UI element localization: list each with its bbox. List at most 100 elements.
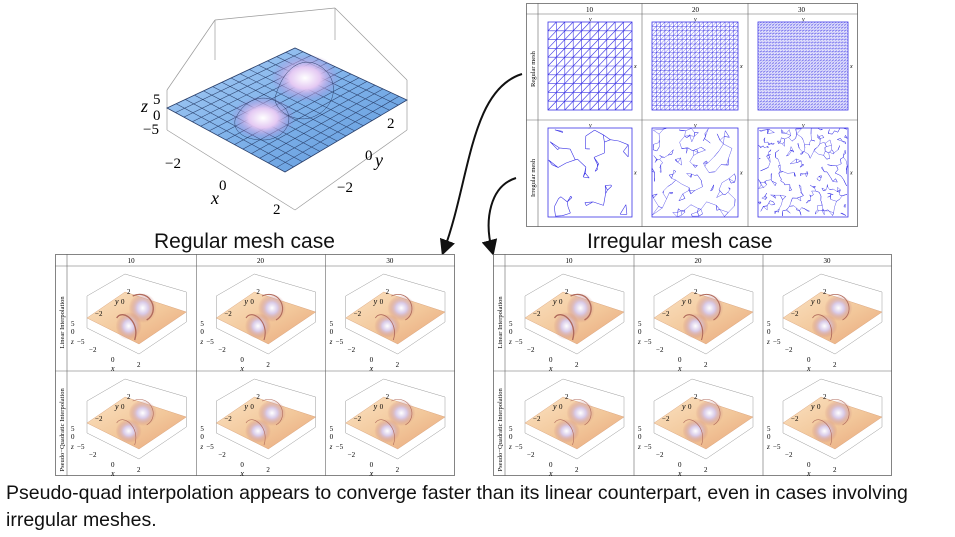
mesh-row-header: Irregular mesh: [530, 158, 537, 197]
result-x-tick: 2: [137, 466, 141, 474]
result-x-tick: −2: [656, 346, 664, 354]
result-z-tick: 0: [200, 328, 204, 336]
result-z-tick: 5: [638, 320, 642, 328]
mesh-col-header: 20: [692, 6, 700, 14]
surface-z-tick: 5: [153, 92, 161, 108]
result-y-label: y: [373, 402, 378, 411]
result-y-label: y: [243, 402, 248, 411]
result-x-tick: 0: [111, 356, 115, 364]
mesh-col-header: 10: [586, 6, 594, 14]
result-z-tick: 0: [200, 433, 204, 441]
result-row-header: Linear Interpolation: [497, 296, 504, 349]
result-y-tick: 2: [386, 393, 390, 401]
surface-peak-upper: [271, 54, 339, 102]
result-x-label: x: [806, 469, 811, 476]
result-y-label: y: [114, 297, 119, 306]
result-z-label: z: [70, 338, 74, 346]
result-y-tick: −2: [662, 415, 670, 423]
arrow-to-regular: [439, 73, 523, 256]
result-y-label: y: [114, 402, 119, 411]
result-z-tick: 0: [509, 433, 513, 441]
result-x-label: x: [239, 469, 244, 476]
result-z-label: z: [766, 338, 770, 346]
result-row-header: Pseudo−Quadratic Interpolation: [59, 387, 66, 471]
result-z-tick: 5: [330, 425, 334, 433]
result-col-header: 30: [386, 257, 394, 265]
result-z-tick: 5: [200, 320, 204, 328]
result-z-tick: −5: [336, 443, 344, 451]
result-z-tick: 0: [767, 328, 771, 336]
result-y-tick: 2: [694, 288, 698, 296]
mesh-x-label: x: [633, 171, 637, 177]
result-col-header: 30: [824, 257, 832, 265]
mesh-cell: yx: [547, 123, 637, 218]
result-y-label: y: [810, 297, 815, 306]
result-x-tick: 0: [549, 461, 553, 469]
result-z-tick: 0: [638, 328, 642, 336]
result-y-tick: 2: [127, 393, 131, 401]
result-z-tick: 0: [638, 433, 642, 441]
result-z-label: z: [329, 338, 333, 346]
result-z-tick: 0: [767, 433, 771, 441]
result-y-tick: 0: [121, 298, 125, 306]
result-z-label: z: [199, 338, 203, 346]
mesh-x-label: x: [739, 171, 743, 177]
result-x-tick: −2: [348, 346, 356, 354]
result-z-tick: −5: [77, 338, 85, 346]
result-y-tick: 2: [823, 393, 827, 401]
result-z-label: z: [70, 443, 74, 451]
result-z-tick: −5: [515, 443, 523, 451]
result-y-tick: 2: [256, 288, 260, 296]
mesh-y-label: y: [588, 123, 592, 129]
result-x-tick: 2: [137, 361, 141, 369]
result-y-tick: −2: [354, 310, 362, 318]
result-col-header: 20: [695, 257, 703, 265]
result-z-tick: −5: [336, 338, 344, 346]
mesh-y-label: y: [801, 17, 805, 23]
result-y-label: y: [373, 297, 378, 306]
result-y-label: y: [243, 297, 248, 306]
result-z-tick: 5: [71, 425, 75, 433]
surface-z-tick: −5: [143, 122, 159, 138]
surface-x-tick: −2: [165, 156, 181, 172]
mesh-x-label: x: [739, 64, 743, 70]
result-col-header: 10: [566, 257, 574, 265]
result-z-tick: −5: [773, 338, 781, 346]
result-z-tick: −5: [773, 443, 781, 451]
result-y-label: y: [681, 297, 686, 306]
surface-y-tick: 0: [365, 148, 373, 164]
plot-box: [166, 7, 408, 211]
result-x-tick: 2: [266, 361, 270, 369]
surface-plot-3d: z 5 0 −5 −2 0 2 x 2 0 −2 y: [140, 7, 408, 218]
result-y-tick: −2: [95, 310, 103, 318]
result-y-tick: 0: [250, 298, 254, 306]
result-z-tick: 5: [71, 320, 75, 328]
result-x-label: x: [677, 364, 682, 373]
result-x-tick: −2: [527, 451, 535, 459]
mesh-y-label: y: [693, 123, 697, 129]
result-z-tick: 0: [71, 433, 75, 441]
mesh-cell: yx: [757, 123, 853, 218]
result-x-tick: 2: [833, 361, 837, 369]
result-x-tick: −2: [785, 451, 793, 459]
result-x-tick: −2: [527, 346, 535, 354]
result-x-tick: 2: [575, 361, 579, 369]
result-y-tick: 0: [559, 298, 563, 306]
mesh-row-header: Regular mesh: [530, 50, 537, 87]
result-x-tick: 0: [807, 356, 811, 364]
result-col-header: 10: [128, 257, 135, 265]
mesh-y-label: y: [801, 123, 805, 129]
result-z-tick: 5: [200, 425, 204, 433]
result-y-tick: −2: [95, 415, 103, 423]
result-x-label: x: [369, 364, 374, 373]
mesh-col-header: 30: [798, 6, 806, 14]
